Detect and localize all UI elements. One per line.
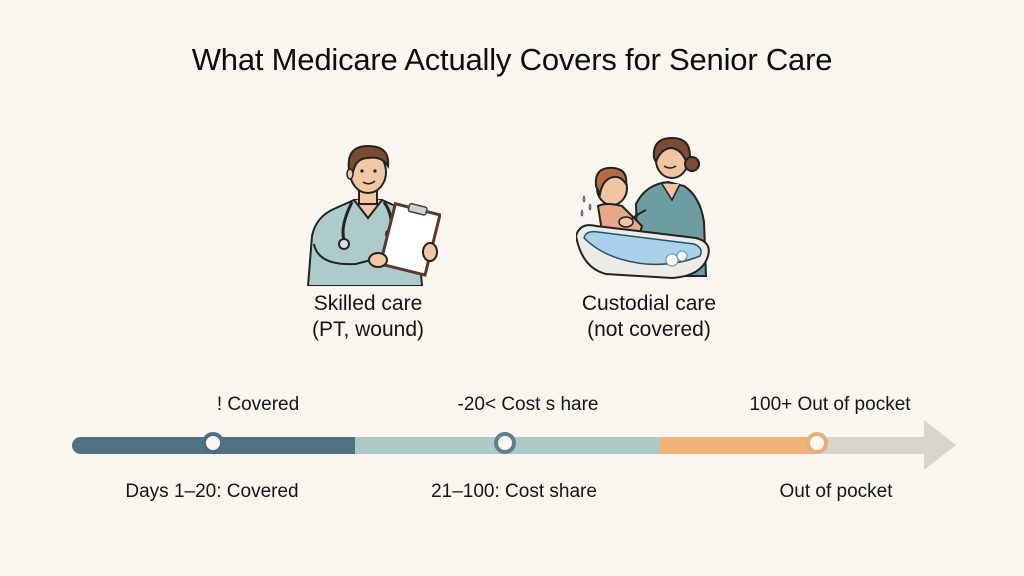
top-label-out-of-pocket: 100+ Out of pocket (749, 394, 911, 415)
bottom-label-days-21-100: 21–100: Cost share (431, 481, 597, 502)
segment-beyond (816, 437, 928, 454)
custodial-care-caption: Custodial care (not covered) (549, 291, 749, 343)
skilled-care-title: Skilled care (313, 292, 423, 315)
day-100-plus-marker (806, 432, 828, 454)
custodial-care-subtitle: (not covered) (587, 318, 711, 341)
page-title: What Medicare Actually Covers for Senior… (191, 42, 833, 77)
day-21-100-marker (494, 432, 516, 454)
custodial-care-illustration (574, 126, 716, 284)
doctor-with-clipboard-icon (306, 144, 442, 287)
top-label-covered: ! Covered (216, 394, 300, 415)
segment-out-of-pocket (660, 437, 816, 454)
skilled-care-subtitle: (PT, wound) (311, 318, 425, 341)
skilled-care-illustration (296, 136, 442, 287)
arrow-head-icon (924, 420, 956, 470)
bottom-label-days-1-20: Days 1–20: Covered (125, 481, 299, 502)
caregiver-bathing-patient-icon (574, 136, 710, 280)
top-label-cost-share: -20< Cost s hare (457, 394, 599, 415)
custodial-care-title: Custodial care (581, 292, 717, 315)
bottom-label-out-of-pocket: Out of pocket (779, 481, 893, 502)
day-1-20-marker (202, 432, 224, 454)
skilled-care-caption: Skilled care (PT, wound) (268, 291, 468, 343)
